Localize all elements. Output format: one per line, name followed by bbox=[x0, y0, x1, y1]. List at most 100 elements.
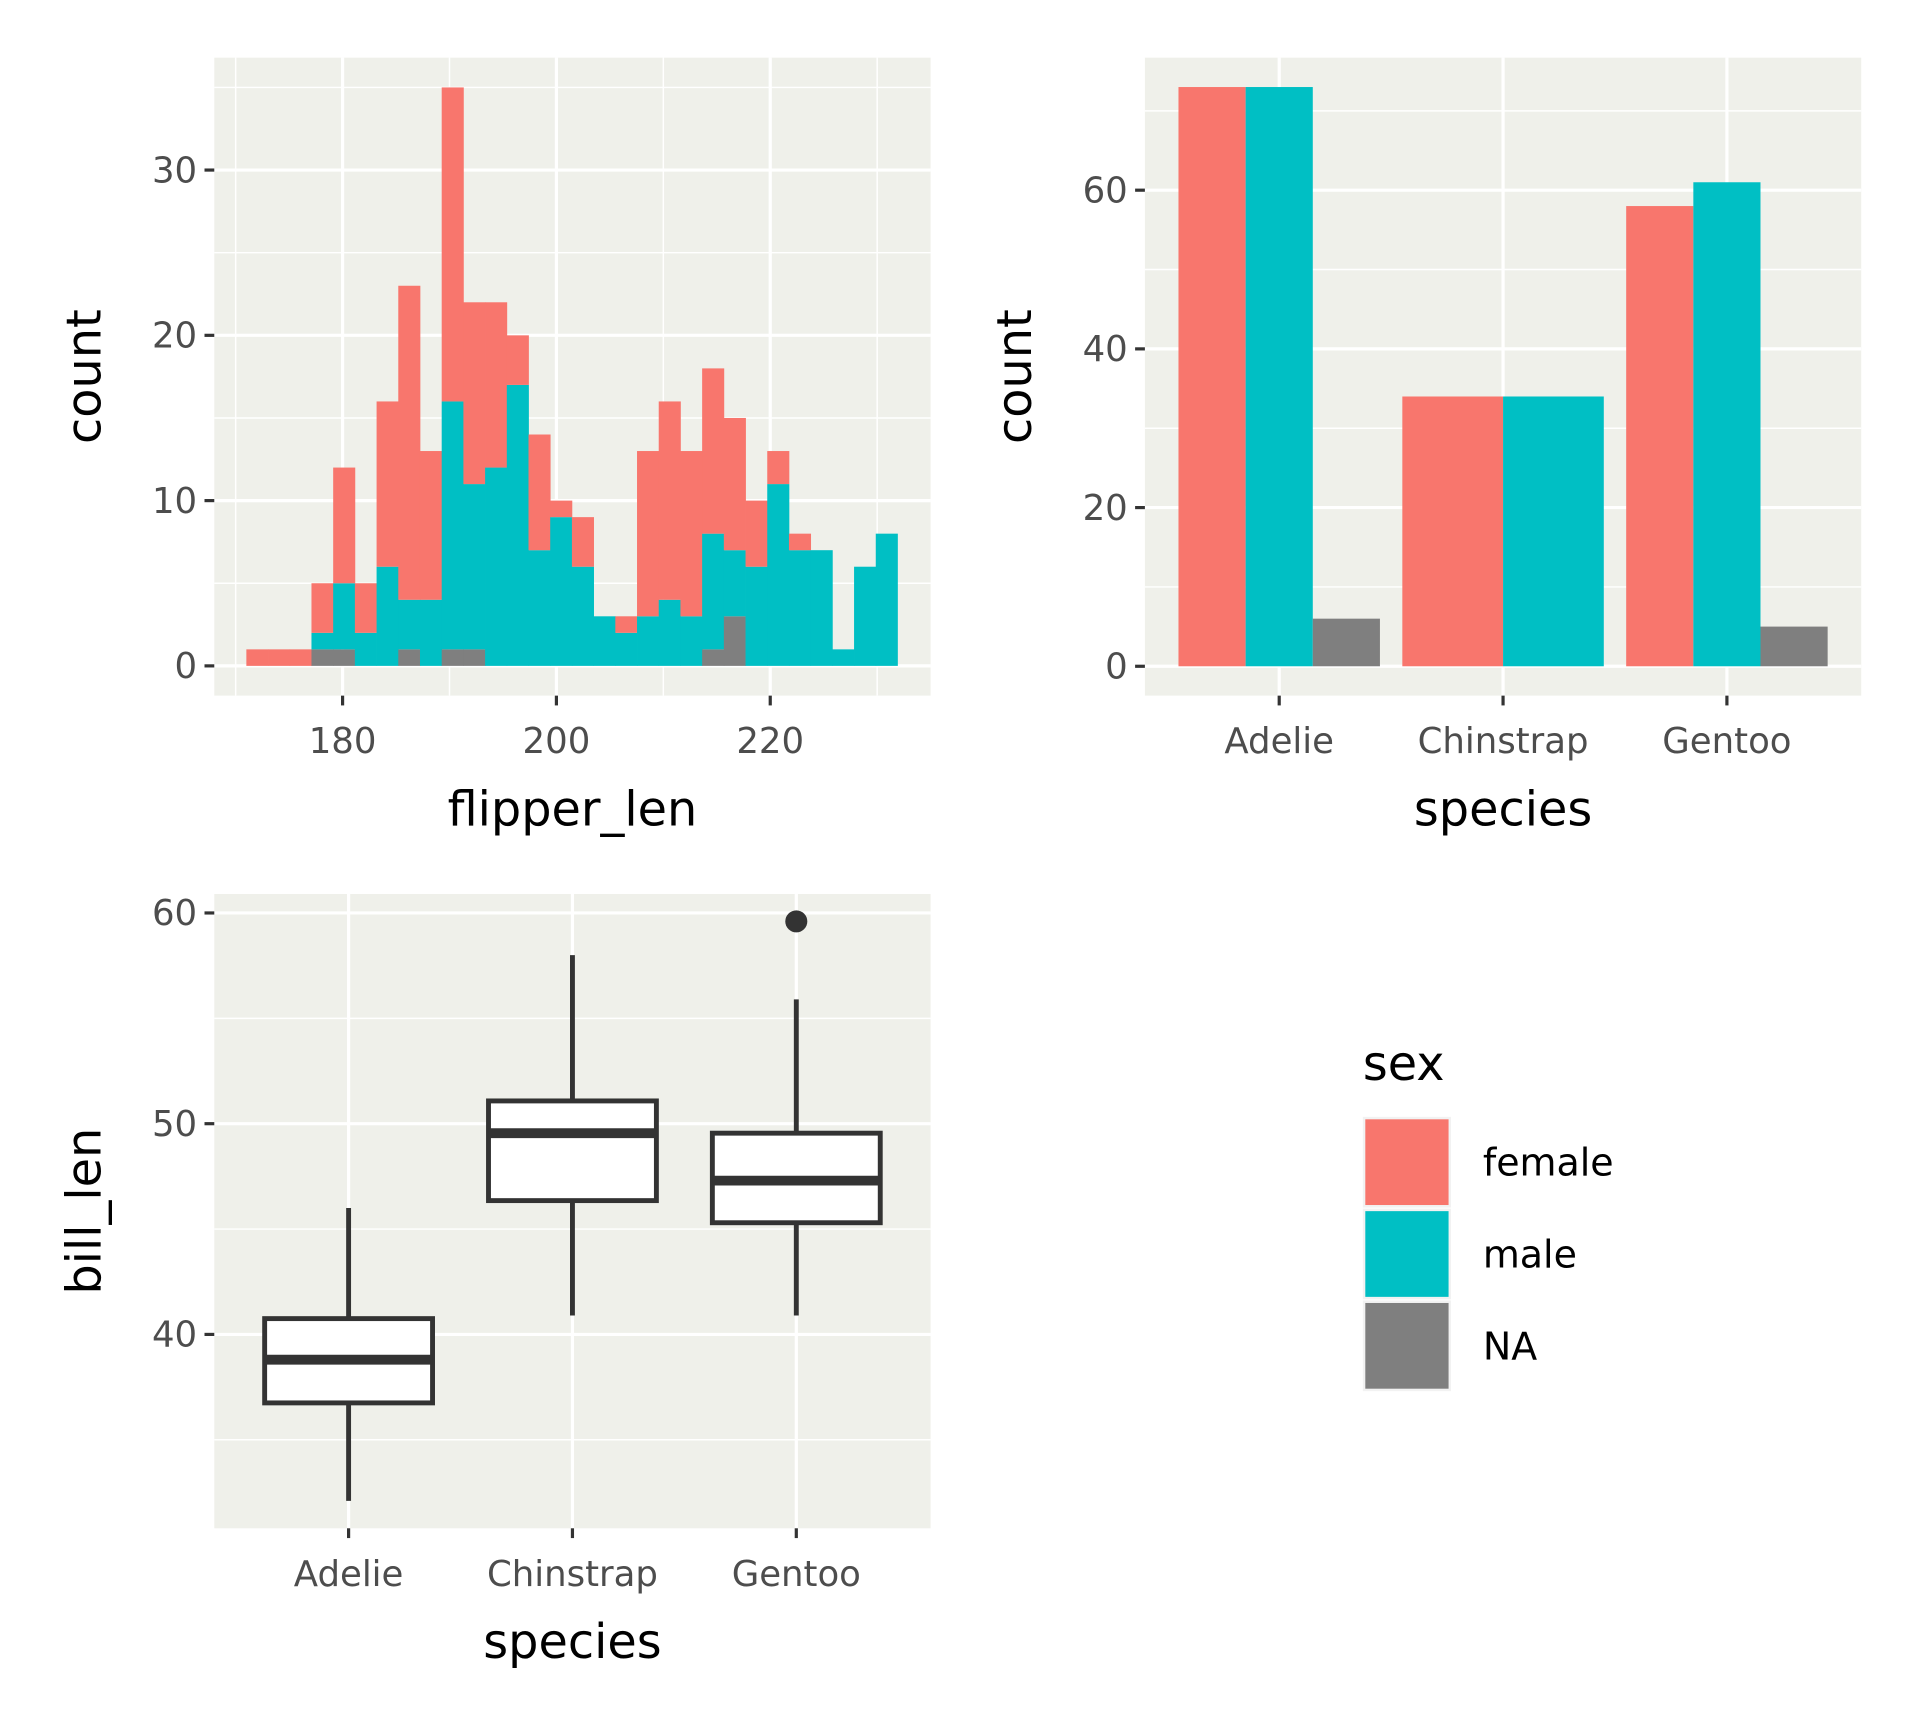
histogram-bar-male bbox=[593, 616, 616, 666]
bar-gentoo-female bbox=[1626, 206, 1694, 667]
y-axis-title: bill_len bbox=[57, 1128, 112, 1295]
histogram-bar-female bbox=[268, 649, 291, 666]
histogram-bar-female bbox=[376, 401, 399, 567]
histogram-bar-female bbox=[788, 533, 812, 551]
histogram-bar-male bbox=[637, 616, 660, 666]
histogram-bar-male bbox=[311, 632, 334, 650]
histogram-bar-male bbox=[832, 649, 855, 666]
x-axis-title: flipper_len bbox=[448, 782, 698, 837]
histogram-bar-female bbox=[702, 368, 725, 534]
x-tick-label: Adelie bbox=[1224, 721, 1334, 762]
histogram-bar-male bbox=[398, 599, 421, 650]
legend-swatch-na bbox=[1365, 1302, 1449, 1389]
y-axis-title: count bbox=[57, 309, 112, 444]
histogram-bar-male bbox=[463, 484, 486, 650]
bar-adelie-NA bbox=[1312, 618, 1380, 667]
histogram-bar-female bbox=[333, 467, 356, 584]
histogram-bar-male bbox=[658, 599, 681, 666]
bar-chinstrap-female bbox=[1402, 396, 1504, 667]
histogram-bar-male bbox=[419, 599, 443, 666]
box-chinstrap bbox=[486, 1098, 659, 1204]
legend: sex female male NA bbox=[1362, 1037, 1614, 1392]
legend-swatch-female bbox=[1365, 1119, 1449, 1206]
histogram-bar-male bbox=[680, 616, 703, 666]
histogram-bar-female bbox=[528, 434, 551, 551]
x-tick-label: Gentoo bbox=[1662, 721, 1791, 762]
y-axis-title: count bbox=[988, 309, 1043, 444]
histogram-bar-male bbox=[810, 550, 833, 666]
histogram-bar-female bbox=[658, 401, 681, 600]
histogram-bar-NA bbox=[463, 649, 486, 666]
y-tick-label: 20 bbox=[1083, 488, 1128, 529]
bar-gentoo-NA bbox=[1760, 626, 1828, 667]
histogram-bar-female bbox=[463, 302, 486, 485]
legend-label-female: female bbox=[1483, 1141, 1614, 1185]
histogram-bar-male bbox=[767, 484, 790, 666]
histogram-bar-male bbox=[615, 632, 638, 666]
legend-label-na: NA bbox=[1483, 1324, 1537, 1368]
histogram-bar-NA bbox=[311, 649, 334, 666]
histogram-bar-NA bbox=[333, 649, 356, 666]
bar-chinstrap-male bbox=[1503, 396, 1604, 667]
y-tick-label: 40 bbox=[1083, 329, 1128, 370]
bar-panel: 0 20 40 60 Adelie Chinstrap Gentoo species count bbox=[988, 57, 1862, 837]
y-tick-label: 30 bbox=[152, 150, 197, 191]
histogram-bar-female bbox=[745, 500, 768, 567]
histogram-bar-female bbox=[615, 616, 638, 633]
x-tick-label: Chinstrap bbox=[487, 1554, 658, 1595]
y-tick-label: 50 bbox=[152, 1104, 197, 1145]
histogram-bar-female bbox=[550, 500, 573, 518]
histogram-bar-male bbox=[485, 467, 508, 666]
histogram-bar-female bbox=[311, 583, 334, 633]
histogram-bar-NA bbox=[441, 649, 464, 666]
histogram-bar-female bbox=[246, 649, 269, 666]
histogram-bar-NA bbox=[723, 616, 746, 666]
histogram-bar-female bbox=[398, 285, 421, 600]
y-tick-label: 10 bbox=[152, 481, 197, 522]
histogram-bar-female bbox=[354, 583, 377, 633]
y-tick-label: 40 bbox=[152, 1315, 197, 1356]
histogram-bar-male bbox=[571, 566, 594, 666]
histogram-bar-male bbox=[702, 533, 725, 650]
histogram-bar-female bbox=[723, 417, 746, 551]
bar-adelie-male bbox=[1245, 87, 1313, 667]
histogram-bar-female bbox=[506, 335, 529, 385]
legend-swatch-male bbox=[1365, 1211, 1449, 1297]
histogram-bar-female bbox=[485, 302, 508, 468]
x-tick-label: Adelie bbox=[294, 1554, 404, 1595]
histogram-bar-female bbox=[637, 451, 660, 617]
x-tick-label: Gentoo bbox=[732, 1554, 861, 1595]
histogram-bar-male bbox=[875, 533, 898, 666]
histogram-bar-female bbox=[419, 451, 443, 600]
histogram-bar-male bbox=[854, 566, 877, 666]
y-tick-label: 0 bbox=[175, 646, 198, 687]
histogram-panel: 0 10 20 30 180 200 220 flipper_len count bbox=[57, 57, 931, 837]
histogram-bar-male bbox=[745, 566, 768, 666]
histogram-bar-male bbox=[333, 583, 356, 650]
x-tick-label: 200 bbox=[523, 721, 591, 762]
histogram-bar-male bbox=[528, 550, 551, 666]
histogram-bar-male bbox=[376, 566, 399, 666]
histogram-bar-female bbox=[571, 517, 594, 567]
x-tick-label: 180 bbox=[309, 721, 377, 762]
outlier-point-gentoo bbox=[785, 910, 808, 933]
histogram-bar-male bbox=[441, 401, 464, 650]
histogram-bar-female bbox=[767, 451, 790, 485]
histogram-bar-male bbox=[506, 384, 529, 666]
boxplot-panel: 40 50 60 Adelie Chinstrap Gentoo species bill_l… bbox=[57, 893, 931, 1670]
y-tick-label: 0 bbox=[1105, 647, 1128, 688]
histogram-bar-male bbox=[354, 632, 377, 666]
x-tick-label: Chinstrap bbox=[1418, 721, 1589, 762]
y-tick-label: 60 bbox=[152, 893, 197, 934]
histogram-bar-female bbox=[441, 87, 464, 402]
histogram-bar-male bbox=[723, 550, 746, 617]
legend-title: sex bbox=[1363, 1037, 1445, 1092]
legend-label-male: male bbox=[1483, 1232, 1577, 1276]
histogram-bar-male bbox=[788, 550, 812, 666]
histogram-bar-NA bbox=[398, 649, 421, 666]
histogram-bar-female bbox=[289, 649, 312, 666]
bar-adelie-female bbox=[1178, 87, 1246, 667]
histogram-bar-male bbox=[550, 517, 573, 666]
x-tick-label: 220 bbox=[736, 721, 804, 762]
